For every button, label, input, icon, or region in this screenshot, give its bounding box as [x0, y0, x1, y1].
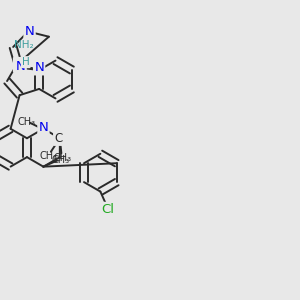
Text: N: N	[16, 60, 26, 73]
Text: CH₃: CH₃	[54, 153, 72, 163]
Text: N: N	[34, 61, 44, 74]
Text: Cl: Cl	[101, 203, 114, 216]
Text: N: N	[14, 58, 24, 71]
Text: N: N	[39, 121, 48, 134]
Text: CH₃: CH₃	[52, 155, 70, 165]
Text: CH₃: CH₃	[39, 151, 58, 161]
Text: NH₂: NH₂	[14, 40, 34, 50]
Text: H: H	[22, 57, 30, 67]
Text: N: N	[25, 25, 34, 38]
Text: C: C	[54, 132, 62, 145]
Text: CH₃: CH₃	[18, 117, 36, 127]
